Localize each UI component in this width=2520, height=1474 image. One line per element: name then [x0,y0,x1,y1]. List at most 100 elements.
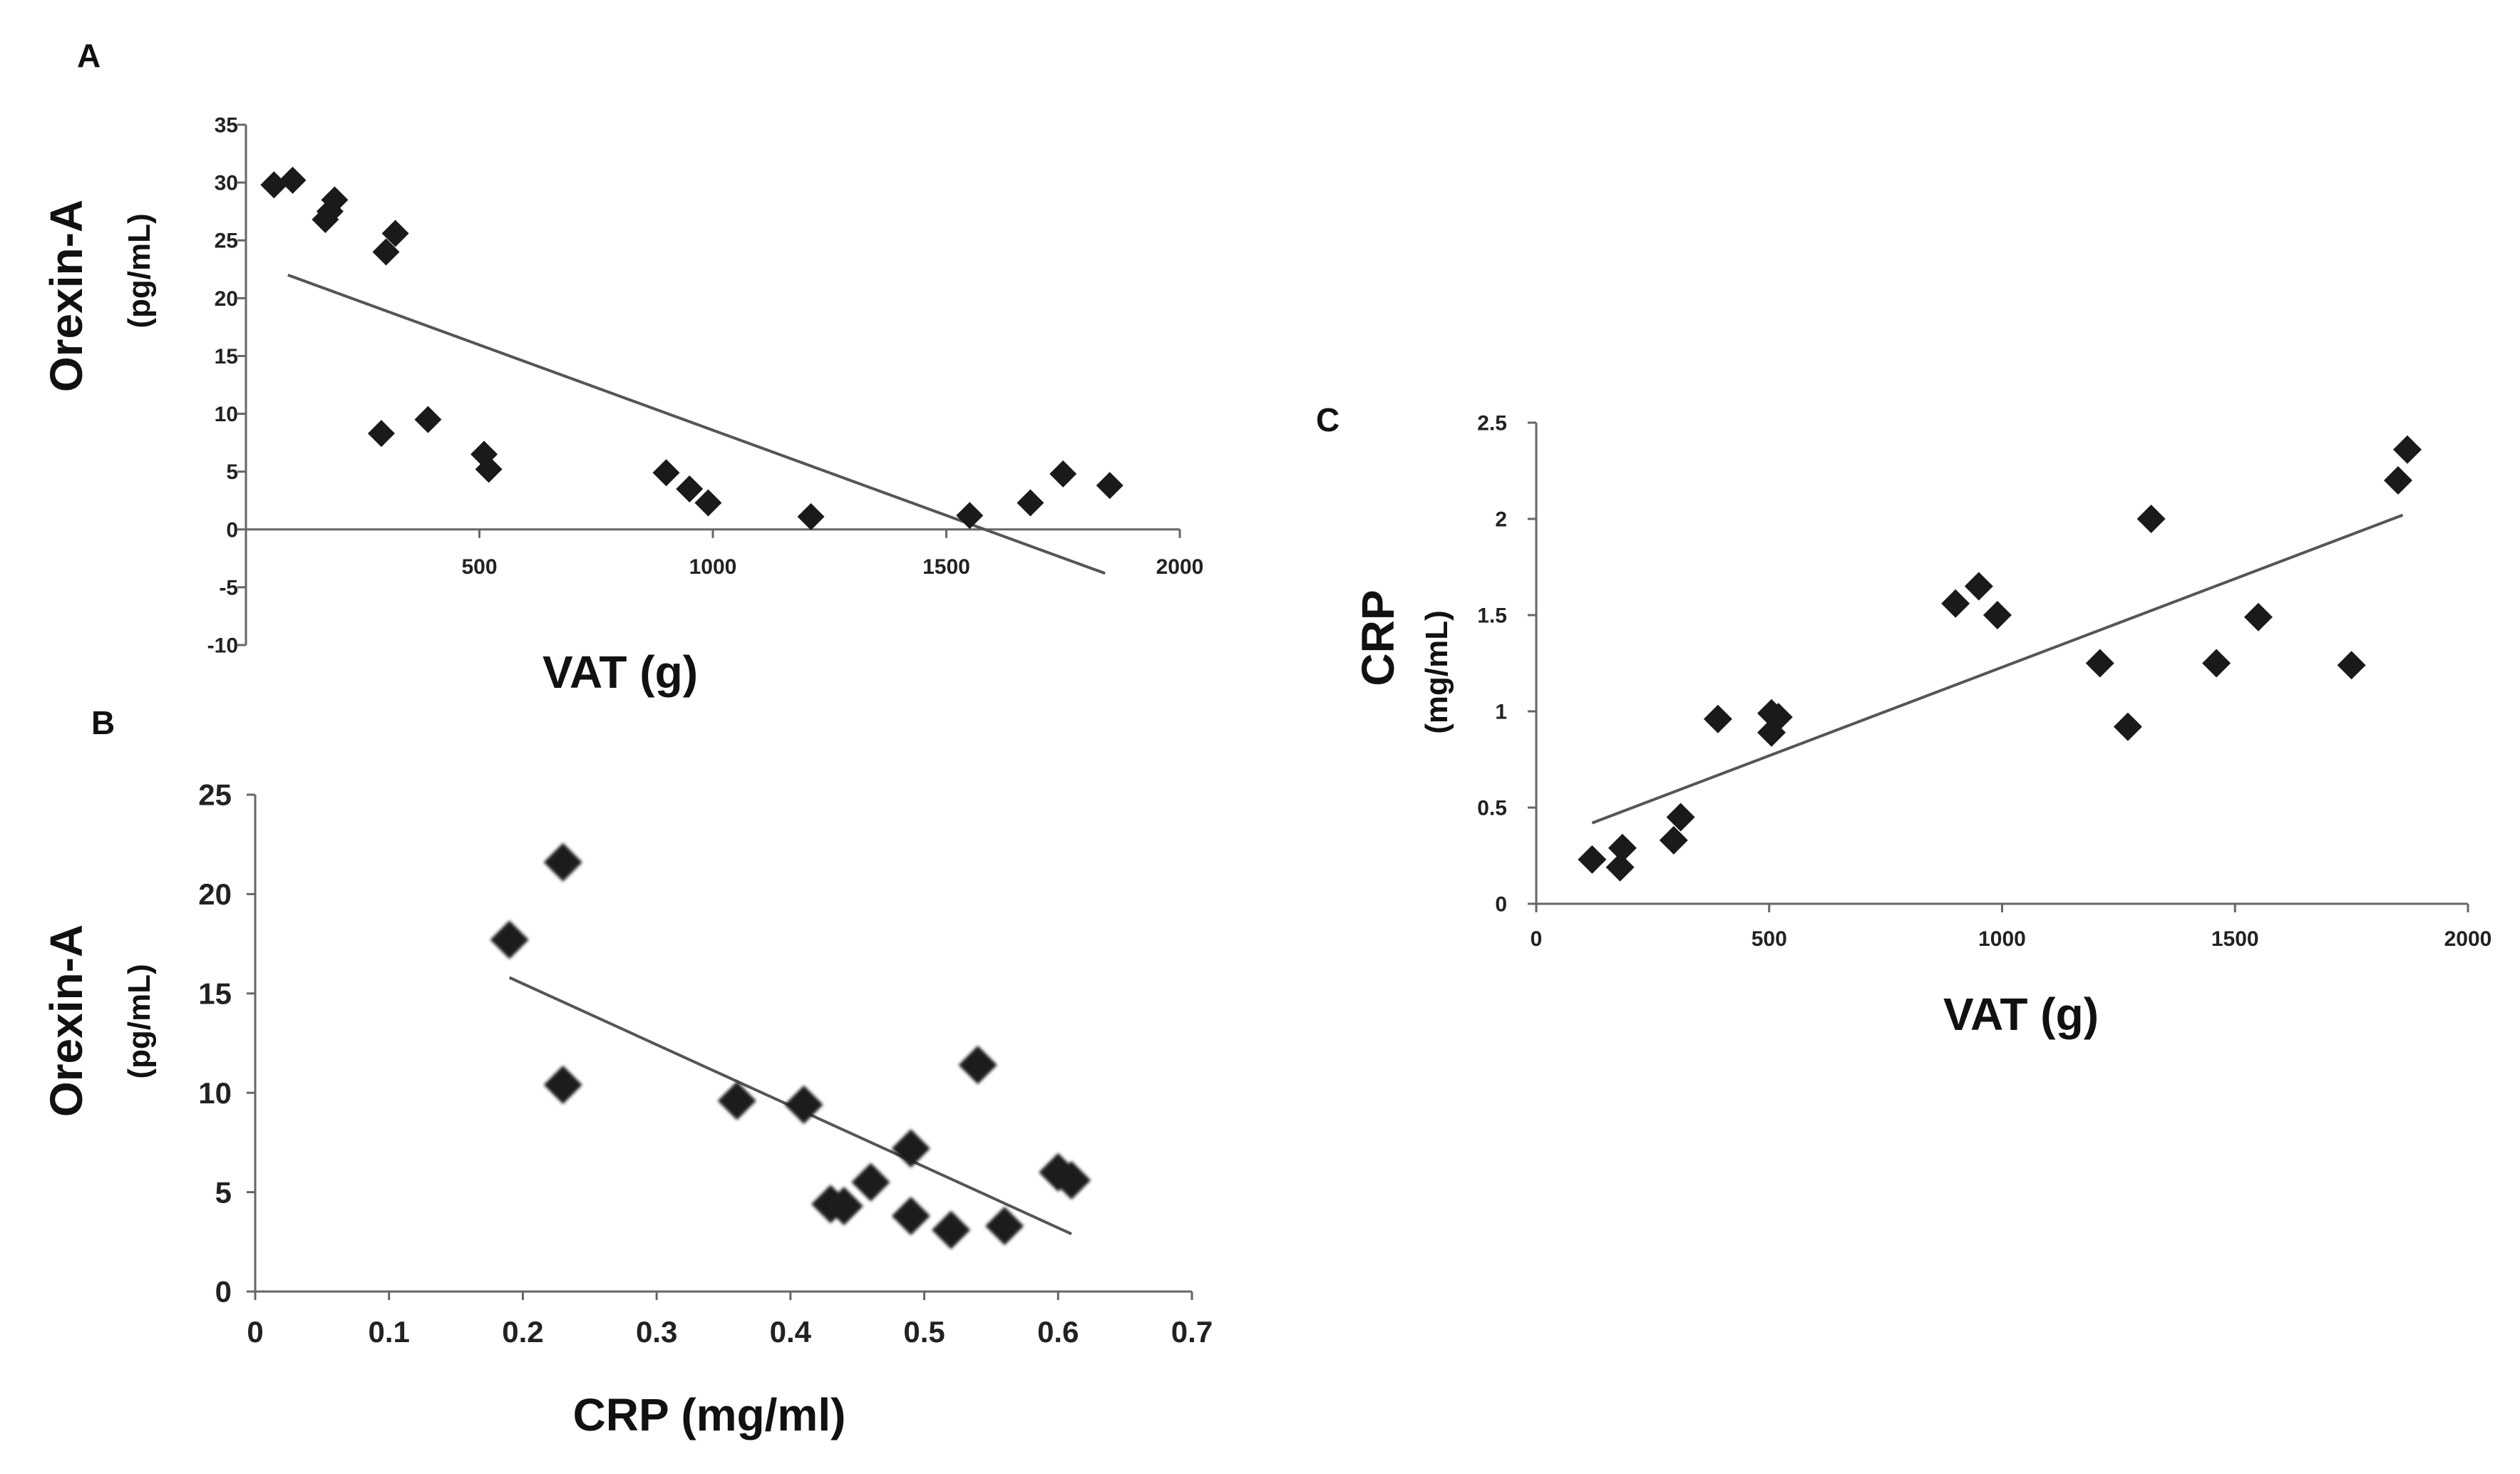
data-point [543,1066,582,1105]
data-point [932,1210,971,1249]
x-tick-label: 1500 [922,555,970,579]
y-axis-title: Orexin-A [41,200,92,392]
y-tick-label: 5 [226,460,238,484]
data-point [1049,460,1077,488]
data-point [475,455,503,483]
x-tick-label: 2000 [2444,927,2492,951]
y-tick-label: -10 [207,634,238,658]
data-point [1659,825,1688,855]
data-point [490,920,529,959]
data-point [321,186,349,214]
data-point [2085,649,2114,678]
data-point [279,166,307,194]
data-point [1017,489,1044,517]
y-tick-label: 0.5 [1477,797,1507,820]
y-tick-label: 30 [215,172,238,195]
y-axis-title: Orexin-A [41,924,92,1117]
data-point [891,1129,930,1168]
y-tick-label: 2.5 [1477,412,1507,436]
data-point [891,1197,930,1236]
data-point [2202,649,2231,678]
data-point [2136,505,2166,533]
data-point [414,406,442,433]
data-point [1096,472,1123,500]
y-tick-label: 35 [215,114,238,138]
y-tick-label: 25 [215,230,238,253]
data-point [260,171,288,199]
x-tick-label: 1000 [689,555,737,579]
data-point [985,1206,1024,1245]
x-tick-label: 0.1 [369,1315,410,1349]
panel-a: A 35 30 25 20 15 10 5 0 -5 -10 500 1000 1500 2000 VAT… [41,37,1203,698]
data-point [1666,803,1695,832]
data-point [372,238,400,266]
x-axis-title: CRP (mg/ml) [573,1389,846,1440]
panel-c: C 0 0.5 1 1.5 2 2.5 0 500 1000 1500 2000 VAT (g) C… [1316,401,2491,1040]
data-point [1703,704,1732,733]
y-tick-label: 1.5 [1477,604,1507,628]
data-point [1964,572,1993,601]
x-tick-label: 0 [247,1315,263,1349]
data-point [2383,466,2412,495]
y-tick-label: 25 [198,778,232,812]
panel-b: B 0 5 10 15 20 25 0 0.1 0.2 0.3 0.4 0.5 0.6 0.7 CRP (… [41,704,1213,1440]
x-tick-label: 0.3 [636,1315,677,1349]
x-tick-label: 500 [461,555,497,579]
data-point [956,502,984,530]
x-tick-label: 0.6 [1037,1315,1079,1349]
y-tick-label: 15 [215,345,238,368]
data-point [694,489,722,517]
y-tick-label: 20 [215,287,238,311]
data-point [1578,845,1607,874]
data-point [797,502,825,530]
data-point [676,475,704,502]
y-tick-label: 10 [215,403,238,426]
panel-label-b: B [91,704,115,741]
y-tick-label: 5 [215,1175,232,1209]
x-tick-label: 0.4 [770,1315,812,1349]
y-tick-label: 0 [215,1275,232,1309]
y-tick-label: 20 [198,877,232,911]
data-point [1941,589,1970,618]
data-point [2337,651,2366,680]
y-axis-unit: (pg/mL) [122,213,157,328]
data-point [2113,712,2142,741]
x-axis-title: VAT (g) [542,646,698,698]
x-tick-label: 0 [1531,927,1543,951]
x-tick-label: 0.2 [502,1315,543,1349]
y-tick-label: 10 [198,1076,232,1110]
panel-label-c: C [1316,401,1339,438]
data-point [1982,601,2012,629]
x-tick-label: 2000 [1156,555,1204,579]
y-axis-unit: (mg/mL) [1419,610,1454,734]
data-point [784,1085,823,1124]
data-point [543,842,582,882]
x-tick-label: 1500 [2211,927,2259,951]
data-point [1605,852,1635,882]
data-point [2243,602,2273,632]
x-tick-label: 1000 [1978,927,2026,951]
y-tick-label: 1 [1495,701,1507,724]
data-point [824,1187,863,1226]
x-tick-label: 500 [1752,927,1787,951]
data-point [1764,703,1793,732]
x-tick-label: 0.7 [1171,1315,1213,1349]
data-point [652,459,680,487]
y-axis-unit: (pg/mL) [122,964,157,1078]
data-point [851,1163,890,1202]
data-point [1052,1160,1091,1200]
y-tick-label: -5 [219,576,238,599]
y-tick-label: 15 [198,977,232,1011]
data-point [381,220,409,247]
y-tick-label: 0 [226,518,238,542]
data-point [717,1081,756,1120]
trendline [1591,513,2404,825]
data-point [1608,833,1637,862]
panel-label-a: A [77,37,101,74]
y-axis-title: CRP [1352,589,1404,686]
x-axis-title: VAT (g) [1943,989,2099,1040]
data-point [2393,435,2422,464]
x-tick-label: 0.5 [903,1315,945,1349]
